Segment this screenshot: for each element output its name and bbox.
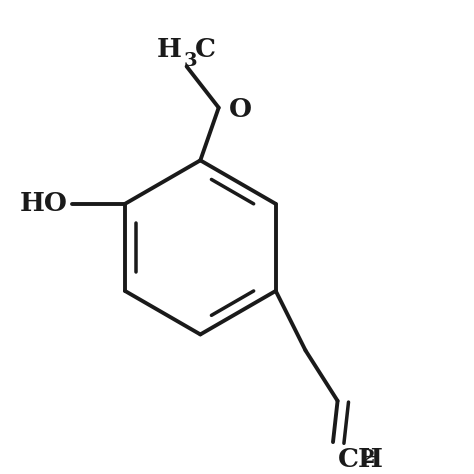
Text: 3: 3 (183, 52, 197, 70)
Text: H: H (157, 37, 182, 62)
Text: HO: HO (20, 191, 68, 216)
Text: O: O (229, 98, 252, 122)
Text: C: C (195, 37, 216, 62)
Text: CH: CH (337, 447, 383, 472)
Text: 2: 2 (362, 449, 375, 467)
